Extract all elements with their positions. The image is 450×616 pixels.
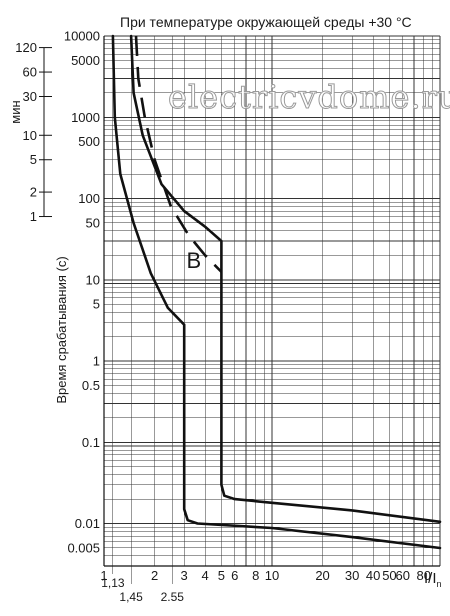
x-axis-label-main: I/I	[424, 570, 437, 587]
minute-tick-label: 30	[23, 89, 37, 104]
y-tick-label: 10	[86, 272, 100, 287]
x-tick-label: 3	[181, 568, 188, 583]
x-tick-label: 6	[231, 568, 238, 583]
minute-tick-label: 10	[23, 128, 37, 143]
y-tick-labels: 0.005 0.01 0.1 0.5 1 5 10 50 100 500 1000 5000 10000	[64, 29, 100, 556]
minute-tick-label: 120	[15, 40, 37, 55]
watermark: electricvdome.ru	[168, 78, 450, 116]
x-tick-label: 80	[416, 568, 430, 583]
minute-tick-label: 60	[23, 65, 37, 80]
x-tick-label: 10	[265, 568, 279, 583]
y-tick-label: 50	[86, 215, 100, 230]
x-tick-extra-label: 1,45	[119, 590, 143, 604]
x-tick-label: 1	[100, 568, 107, 583]
y-tick-label: 0.005	[67, 540, 100, 555]
x-tick-extra-label: 2.55	[161, 590, 185, 604]
x-tick-label: 40	[366, 568, 380, 583]
minute-tick-label: 1	[30, 209, 37, 224]
trip-curve-1	[111, 34, 442, 550]
y-tick-label: 500	[78, 134, 100, 149]
trip-curve-3	[134, 35, 223, 273]
x-tick-extra-label: 1,13	[101, 576, 125, 590]
curve-label-b: B	[187, 248, 202, 273]
x-tick-label: 5	[218, 568, 225, 583]
y-tick-label: 10000	[64, 29, 100, 44]
x-axis-label-sub: n	[437, 579, 442, 589]
x-tick-label: 20	[315, 568, 329, 583]
trip-curve-2	[129, 34, 442, 524]
y-axis-label: Время срабатывания (с)	[54, 256, 69, 403]
y-tick-label: 100	[78, 191, 100, 206]
minutes-axis-label: мин	[8, 100, 23, 123]
chart-title: При температуре окружающей среды +30 °С	[120, 14, 412, 30]
x-tick-label: 50	[382, 568, 396, 583]
y-tick-label: 0.5	[82, 378, 100, 393]
y-tick-label: 5000	[71, 53, 100, 68]
x-tick-label: 2	[151, 568, 158, 583]
y-tick-label: 5	[93, 297, 100, 312]
y-tick-label: 0.01	[75, 516, 100, 531]
minute-tick-labels: 1 2 5 10 30 60 120	[15, 40, 52, 224]
chart-series	[111, 34, 442, 550]
chart-grid	[103, 35, 441, 584]
y-tick-label: 0.1	[82, 435, 100, 450]
x-tick-label: 8	[252, 568, 259, 583]
y-tick-label: 1	[93, 354, 100, 369]
minute-tick-label: 5	[30, 152, 37, 167]
x-tick-label: 30	[345, 568, 359, 583]
y-tick-label: 1000	[71, 110, 100, 125]
minute-tick-label: 2	[30, 185, 37, 200]
x-tick-label: 60	[395, 568, 409, 583]
x-axis-label: I/In	[424, 570, 442, 589]
x-tick-label: 4	[202, 568, 209, 583]
